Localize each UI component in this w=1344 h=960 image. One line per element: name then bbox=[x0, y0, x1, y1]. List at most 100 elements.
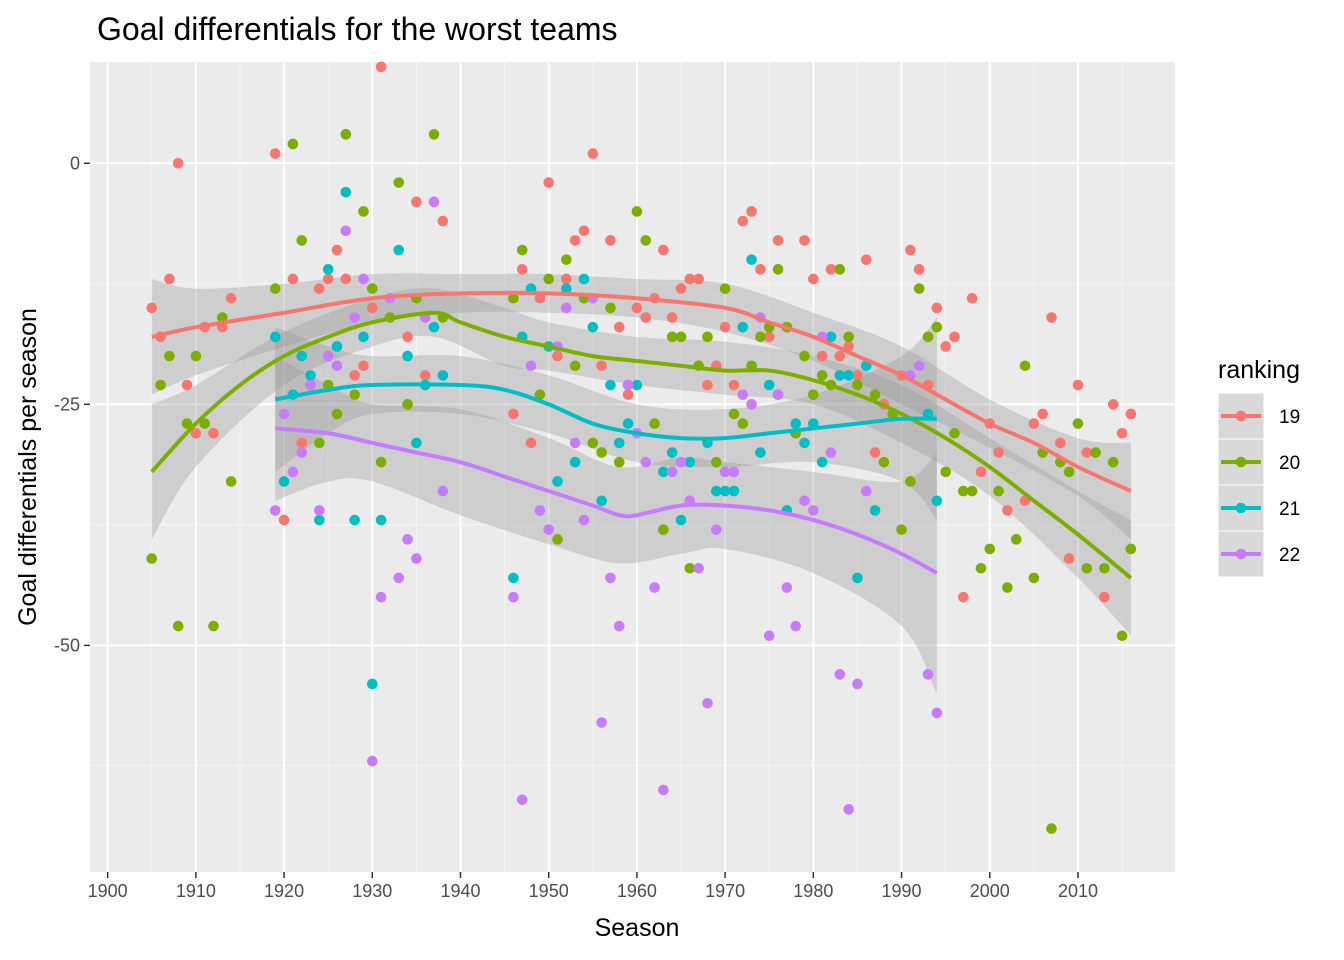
point-20 bbox=[913, 283, 925, 294]
point-22 bbox=[428, 196, 440, 208]
point-22 bbox=[322, 350, 334, 362]
point-22 bbox=[569, 437, 581, 449]
point-19 bbox=[1116, 427, 1128, 439]
point-21 bbox=[711, 485, 722, 497]
point-19 bbox=[702, 379, 713, 391]
point-19 bbox=[411, 196, 422, 208]
point-20 bbox=[878, 456, 890, 468]
point-21 bbox=[622, 418, 634, 429]
point-21 bbox=[322, 264, 334, 275]
point-19 bbox=[755, 264, 766, 275]
point-21 bbox=[613, 437, 625, 449]
point-20 bbox=[1019, 360, 1031, 372]
confidence-band-19 bbox=[151, 273, 1131, 540]
point-22 bbox=[349, 312, 360, 323]
point-20 bbox=[340, 129, 352, 140]
point-19 bbox=[799, 235, 810, 246]
point-19 bbox=[366, 302, 378, 314]
point-19 bbox=[419, 370, 431, 381]
point-19 bbox=[1125, 408, 1137, 420]
x-axis: 1900 1910 1920 1930 1940 1950 1960 1970 1980 1990… bbox=[88, 872, 1098, 901]
point-21 bbox=[763, 379, 775, 391]
point-19 bbox=[146, 302, 158, 314]
point-22 bbox=[852, 678, 863, 690]
point-21 bbox=[755, 447, 766, 458]
point-19 bbox=[860, 254, 872, 265]
point-19 bbox=[402, 331, 413, 343]
point-22 bbox=[834, 669, 846, 680]
point-22 bbox=[314, 505, 325, 516]
point-19 bbox=[314, 283, 325, 294]
point-19 bbox=[578, 225, 590, 237]
point-20 bbox=[940, 466, 951, 478]
point-21 bbox=[569, 456, 581, 468]
point-19 bbox=[631, 302, 643, 314]
point-19 bbox=[190, 427, 202, 439]
point-20 bbox=[402, 399, 413, 410]
point-21 bbox=[437, 370, 449, 381]
point-19 bbox=[1028, 418, 1040, 429]
point-21 bbox=[799, 437, 810, 449]
point-22 bbox=[402, 534, 413, 545]
point-20 bbox=[1081, 562, 1093, 574]
point-20 bbox=[155, 379, 166, 391]
point-22 bbox=[437, 485, 449, 497]
point-22 bbox=[622, 379, 634, 391]
point-22 bbox=[702, 697, 713, 709]
point-22 bbox=[269, 505, 281, 516]
point-20 bbox=[1072, 418, 1084, 429]
point-21 bbox=[816, 456, 828, 468]
legend-title: ranking bbox=[1218, 356, 1300, 384]
point-20 bbox=[569, 360, 581, 372]
point-21 bbox=[349, 514, 360, 526]
point-19 bbox=[931, 302, 943, 314]
point-21 bbox=[596, 495, 607, 507]
point-21 bbox=[843, 370, 854, 381]
point-19 bbox=[966, 292, 978, 304]
point-20 bbox=[711, 456, 722, 468]
y-tick-label: 0 bbox=[70, 153, 80, 173]
point-21 bbox=[675, 514, 687, 526]
point-20 bbox=[834, 264, 846, 275]
point-19 bbox=[728, 379, 740, 391]
point-22 bbox=[287, 466, 299, 478]
trend-line-19 bbox=[151, 290, 1132, 493]
point-19 bbox=[516, 264, 528, 275]
point-19 bbox=[949, 331, 960, 343]
point-20 bbox=[631, 206, 643, 217]
point-22 bbox=[843, 804, 854, 815]
point-20 bbox=[1116, 630, 1128, 642]
point-19 bbox=[852, 370, 863, 381]
legend: ranking 19 20 21 22 bbox=[1217, 356, 1300, 578]
point-22 bbox=[596, 717, 607, 728]
point-21 bbox=[631, 379, 643, 391]
point-21 bbox=[305, 370, 316, 381]
point-21 bbox=[578, 273, 590, 285]
point-22 bbox=[516, 794, 528, 805]
point-21 bbox=[552, 476, 563, 487]
y-tick-label: -50 bbox=[54, 635, 80, 655]
point-20 bbox=[869, 389, 881, 400]
point-22 bbox=[605, 572, 616, 584]
point-21 bbox=[931, 495, 943, 507]
point-20 bbox=[552, 534, 563, 545]
point-20 bbox=[181, 418, 193, 429]
point-22 bbox=[913, 360, 925, 372]
point-19 bbox=[596, 360, 607, 372]
x-tick-label: 1990 bbox=[882, 881, 922, 901]
point-22 bbox=[666, 466, 678, 478]
point-21 bbox=[358, 331, 369, 343]
point-22 bbox=[296, 447, 308, 458]
point-20 bbox=[852, 379, 863, 391]
point-19 bbox=[869, 447, 881, 458]
point-22 bbox=[693, 562, 704, 574]
point-22 bbox=[922, 669, 934, 680]
point-19 bbox=[940, 341, 951, 352]
x-tick-label: 2000 bbox=[970, 881, 1010, 901]
point-22 bbox=[375, 591, 387, 603]
point-22 bbox=[340, 225, 352, 237]
point-19 bbox=[763, 331, 775, 343]
point-19 bbox=[1099, 591, 1110, 603]
chart-title: Goal differentials for the worst teams bbox=[97, 11, 618, 47]
